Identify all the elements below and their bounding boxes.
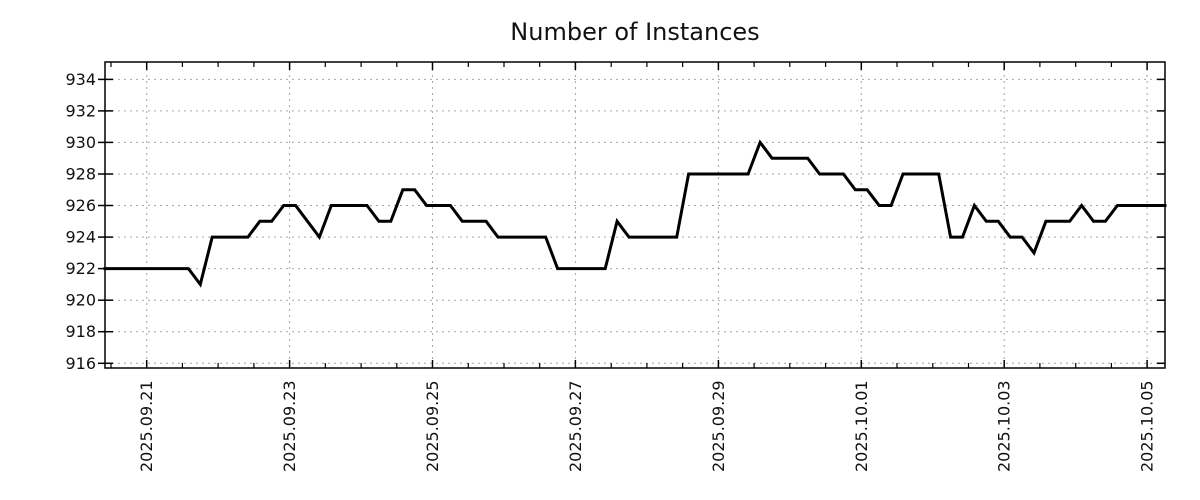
series-layer [103,139,1167,288]
y-tick-label: 924 [65,228,96,247]
x-tick-label: 2025.09.29 [709,380,728,472]
gridlines-layer [106,63,1164,367]
y-tick-label: 918 [65,322,96,341]
chart-title: Number of Instances [510,18,759,46]
x-tick-label: 2025.09.25 [423,380,442,472]
y-tick-label: 916 [65,354,96,373]
y-tick-label: 932 [65,101,96,120]
x-tick-label: 2025.10.01 [852,380,871,472]
plot-border [104,61,1166,369]
x-tick-label: 2025.10.03 [995,380,1014,472]
y-tick-label: 920 [65,291,96,310]
y-tick-label: 928 [65,165,96,184]
y-tick-label: 922 [65,259,96,278]
axes-layer [98,61,1166,369]
tick-labels-layer: 916 918 920 922 924 926 928 930 932 934 2025.09.21… [65,70,1156,472]
y-tick-label: 926 [65,196,96,215]
x-tick-label: 2025.09.23 [280,380,299,472]
series-line [103,139,1167,288]
x-tick-label: 2025.10.05 [1138,380,1157,472]
x-tick-label: 2025.09.27 [566,380,585,472]
x-tick-label: 2025.09.21 [137,380,156,472]
y-tick-label: 930 [65,133,96,152]
y-tick-label: 934 [65,70,96,89]
